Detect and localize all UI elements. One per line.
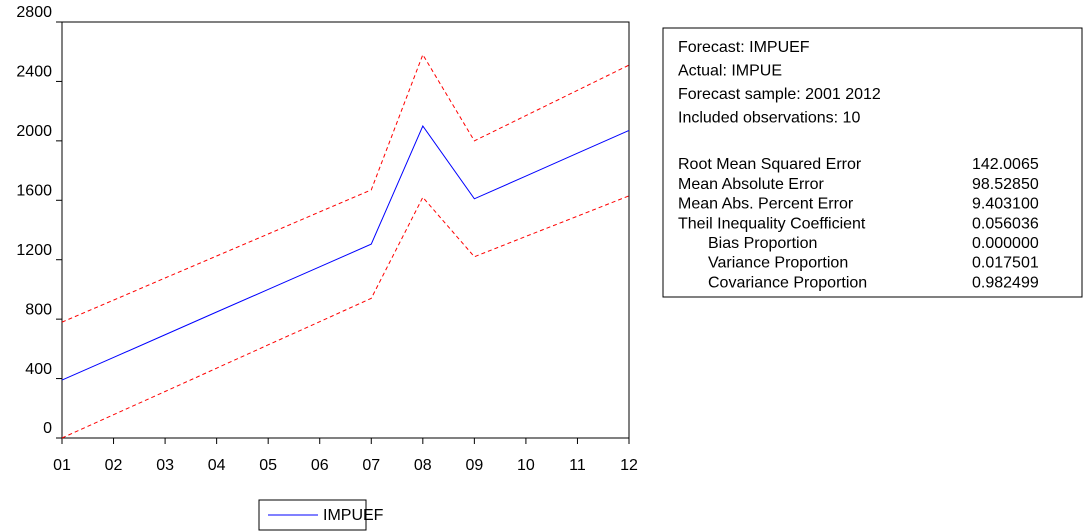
y-tick-label: 800 — [25, 301, 52, 318]
stats-value: 98.52850 — [972, 176, 1039, 193]
y-tick-label: 2000 — [16, 123, 52, 140]
x-tick-label: 06 — [311, 457, 329, 474]
stats-header-line: Forecast sample: 2001 2012 — [678, 86, 881, 103]
x-tick-label: 08 — [414, 457, 432, 474]
x-tick-label: 01 — [53, 457, 71, 474]
stats-label: Mean Absolute Error — [678, 176, 825, 193]
stats-label: Covariance Proportion — [708, 274, 867, 291]
series-line — [61, 195, 630, 439]
y-tick-label: 1200 — [16, 242, 52, 259]
x-tick-label: 11 — [569, 457, 586, 474]
x-tick-label: 03 — [156, 457, 174, 474]
stats-label: Bias Proportion — [708, 235, 817, 252]
plot-frame — [61, 21, 630, 439]
stats-label: Root Mean Squared Error — [678, 156, 862, 173]
stats-value: 142.0065 — [972, 156, 1039, 173]
y-tick-label: 0 — [43, 420, 52, 437]
stats-label: Theil Inequality Coefficient — [678, 215, 866, 232]
stats-value: 0.982499 — [972, 274, 1039, 291]
x-tick-label: 05 — [259, 457, 277, 474]
y-tick-label: 2800 — [16, 4, 52, 21]
x-tick-label: 02 — [105, 457, 123, 474]
x-tick-label: 12 — [620, 457, 638, 474]
stats-value: 0.017501 — [972, 255, 1039, 272]
stats-value: 9.403100 — [972, 196, 1039, 213]
x-tick-label: 07 — [362, 457, 380, 474]
legend-box — [258, 499, 367, 531]
series-line — [61, 124, 630, 381]
stats-value: 0.056036 — [972, 215, 1039, 232]
stats-label: Variance Proportion — [708, 255, 848, 272]
y-tick-label: 2400 — [16, 64, 52, 81]
series-line — [61, 53, 630, 323]
stats-header-line: Forecast: IMPUEF — [678, 39, 810, 56]
x-tick-label: 10 — [517, 457, 535, 474]
stats-header-line: Included observations: 10 — [678, 110, 860, 127]
stats-header-line: Actual: IMPUE — [678, 63, 782, 80]
stats-box — [662, 27, 1083, 298]
y-tick-label: 1600 — [16, 183, 52, 200]
stats-label: Mean Abs. Percent Error — [678, 196, 854, 213]
legend-label: IMPUEF — [323, 507, 384, 524]
stats-value: 0.000000 — [972, 235, 1039, 252]
x-tick-label: 09 — [465, 457, 483, 474]
y-tick-label: 400 — [25, 361, 52, 378]
x-tick-label: 04 — [208, 457, 226, 474]
